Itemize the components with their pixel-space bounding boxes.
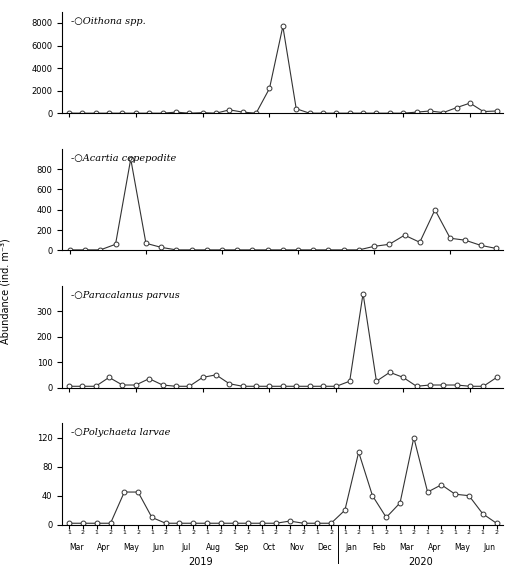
- Text: 2020: 2020: [408, 557, 433, 567]
- Text: Apr: Apr: [97, 543, 111, 552]
- Text: Sep: Sep: [235, 543, 249, 552]
- Text: Dec: Dec: [317, 543, 332, 552]
- Text: -○Acartia copepodite: -○Acartia copepodite: [71, 154, 176, 163]
- Text: Aug: Aug: [207, 543, 222, 552]
- Text: Abundance (ind. m⁻³): Abundance (ind. m⁻³): [0, 238, 10, 345]
- Text: Jul: Jul: [182, 543, 191, 552]
- Text: Jun: Jun: [153, 543, 165, 552]
- Text: Oct: Oct: [263, 543, 276, 552]
- Text: May: May: [124, 543, 139, 552]
- Text: Jun: Jun: [484, 543, 496, 552]
- Text: Nov: Nov: [289, 543, 304, 552]
- Text: -○Polychaeta larvae: -○Polychaeta larvae: [71, 428, 170, 437]
- Text: Apr: Apr: [428, 543, 441, 552]
- Text: Mar: Mar: [69, 543, 84, 552]
- Text: Feb: Feb: [373, 543, 386, 552]
- Text: -○Paracalanus parvus: -○Paracalanus parvus: [71, 291, 180, 300]
- Text: -○Oithona spp.: -○Oithona spp.: [71, 17, 146, 26]
- Text: 2019: 2019: [188, 557, 212, 567]
- Text: Jan: Jan: [346, 543, 358, 552]
- Text: May: May: [454, 543, 470, 552]
- Text: Mar: Mar: [400, 543, 414, 552]
